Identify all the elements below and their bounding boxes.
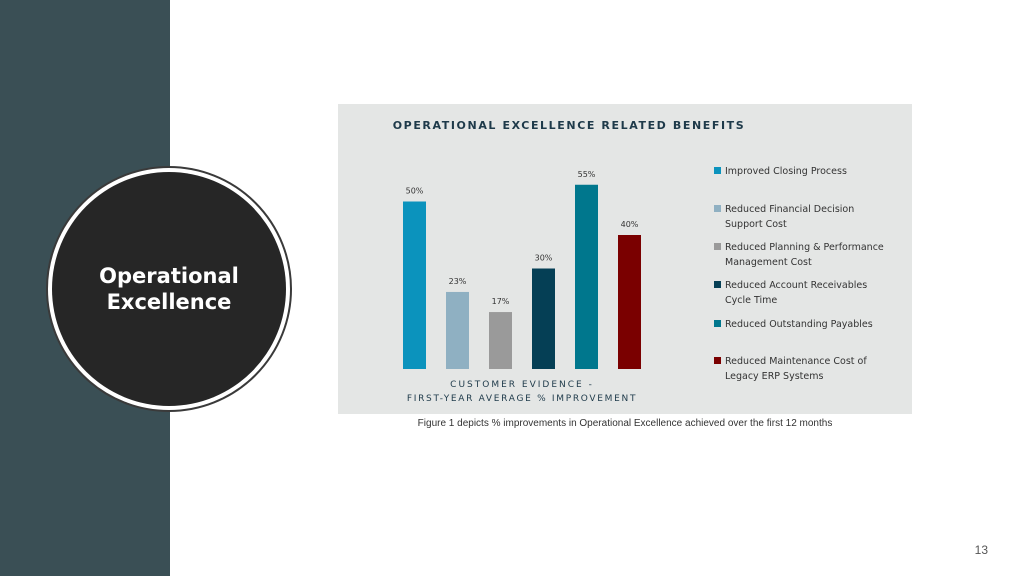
legend-label-4-line-2: Cycle Time: [725, 295, 777, 306]
legend-swatch-3: [714, 243, 721, 250]
legend-label-4-line-1: Reduced Account Receivables: [725, 280, 867, 291]
legend-swatch-5: [714, 320, 721, 327]
legend-label-3-line-2: Management Cost: [725, 257, 812, 268]
legend-label-6-line-2: Legacy ERP Systems: [725, 371, 823, 382]
x-axis-label-line-1: CUSTOMER EVIDENCE -: [450, 380, 594, 390]
bar-label-4: 30%: [535, 254, 553, 263]
bar-label-2: 23%: [449, 277, 467, 286]
bar-2: [446, 291, 469, 369]
page-number: 13: [974, 543, 988, 557]
legend-swatch-4: [714, 281, 721, 288]
legend-swatch-1: [714, 167, 721, 174]
bar-6: [618, 235, 641, 369]
bar-1: [403, 201, 426, 369]
section-title: Operational Excellence: [99, 264, 239, 314]
figure-caption: Figure 1 depicts % improvements in Opera…: [417, 418, 833, 429]
benefits-bar-chart: OPERATIONAL EXCELLENCE RELATED BENEFITS 5…: [393, 119, 884, 404]
bar-label-1: 50%: [406, 187, 424, 196]
bar-3: [489, 312, 512, 369]
bar-label-3: 17%: [492, 297, 510, 306]
legend-label-3-line-1: Reduced Planning & Performance: [725, 242, 884, 253]
x-axis-label-line-2: FIRST-YEAR AVERAGE % IMPROVEMENT: [407, 394, 637, 404]
bar-label-5: 55%: [578, 170, 596, 179]
bar-5: [575, 184, 598, 369]
chart-figure: OPERATIONAL EXCELLENCE RELATED BENEFITS 5…: [338, 104, 912, 414]
legend-label-5-line-1: Reduced Outstanding Payables: [725, 319, 873, 330]
bar-label-6: 40%: [621, 220, 639, 229]
legend-swatch-2: [714, 205, 721, 212]
chart-title: OPERATIONAL EXCELLENCE RELATED BENEFITS: [393, 119, 746, 132]
bar-4: [532, 268, 555, 369]
legend-swatch-6: [714, 357, 721, 364]
section-circle: Operational Excellence: [52, 172, 286, 406]
legend-label-6-line-1: Reduced Maintenance Cost of: [725, 356, 867, 367]
legend-label-2-line-1: Reduced Financial Decision: [725, 204, 854, 215]
legend-label-2-line-2: Support Cost: [725, 219, 787, 230]
legend-label-1-line-1: Improved Closing Process: [725, 166, 847, 177]
